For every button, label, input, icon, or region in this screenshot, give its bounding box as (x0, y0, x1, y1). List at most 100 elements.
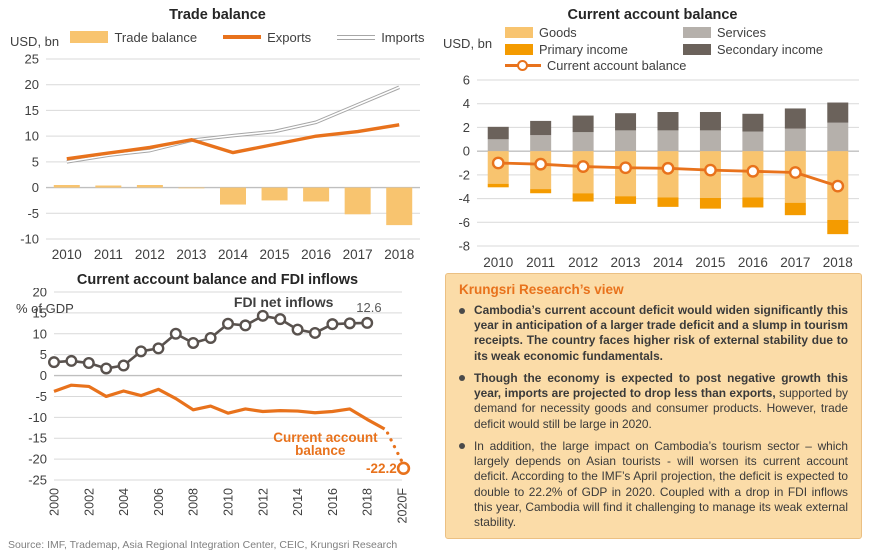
svg-text:20: 20 (25, 77, 39, 92)
imports-line-swatch-icon (337, 34, 376, 40)
svg-text:2014: 2014 (291, 488, 305, 516)
svg-text:Current account: Current account (273, 430, 378, 445)
svg-text:-20: -20 (28, 452, 47, 467)
cab-line-swatch-icon (505, 60, 541, 72)
legend-label: Imports (381, 29, 425, 45)
svg-text:0: 0 (32, 180, 39, 195)
svg-text:-10: -10 (28, 410, 47, 425)
primary-income-swatch-icon (505, 43, 533, 55)
trade-balance-plot: -10 -5 0 5 10 15 20 25 2010 2011 2012 2013 2014 2015 2… (20, 52, 420, 262)
legend-label: Goods (539, 25, 577, 40)
research-bullet: Though the economy is expected to post n… (459, 371, 848, 432)
svg-text:5: 5 (32, 154, 39, 169)
cab-fdi-unit-label: % of GDP (16, 301, 74, 316)
svg-text:20: 20 (33, 288, 47, 300)
svg-text:FDI net inflows: FDI net inflows (234, 294, 334, 310)
bullet-dot-icon (459, 375, 465, 382)
svg-text:-5: -5 (35, 389, 47, 404)
svg-text:-6: -6 (458, 214, 470, 229)
svg-text:10: 10 (25, 129, 39, 144)
svg-text:2000: 2000 (48, 488, 62, 516)
trade-balance-legend: Trade balance Exports Imports (60, 27, 435, 47)
svg-text:2010: 2010 (52, 247, 82, 262)
legend-label: Exports (267, 29, 312, 45)
svg-text:-8: -8 (458, 238, 470, 253)
svg-text:-22.2: -22.2 (366, 461, 397, 476)
svg-text:2012: 2012 (135, 247, 165, 262)
svg-text:5: 5 (40, 347, 47, 362)
legend-label: Services (717, 25, 767, 40)
bottom-row: Current account balance and FDI inflows … (0, 265, 870, 557)
svg-text:-25: -25 (28, 473, 47, 488)
svg-text:2018: 2018 (823, 255, 853, 270)
svg-text:2016: 2016 (738, 255, 768, 270)
legend-label: Primary income (539, 41, 628, 57)
svg-text:2010: 2010 (483, 255, 513, 270)
legend-item-trade-balance: Trade balance (70, 30, 197, 45)
legend-item-current-account-balance: Current account balance (505, 58, 870, 74)
svg-text:15: 15 (25, 103, 39, 118)
svg-text:-15: -15 (28, 431, 47, 446)
svg-text:2013: 2013 (176, 247, 206, 262)
svg-text:2014: 2014 (218, 247, 249, 262)
trade-balance-unit-label: USD, bn (10, 34, 60, 49)
svg-text:2017: 2017 (780, 255, 810, 270)
legend-item-goods: Goods (505, 25, 683, 41)
svg-text:2015: 2015 (695, 255, 725, 270)
exports-line-swatch-icon (223, 35, 262, 39)
current-account-chart: Current account balance USD, bn Goods Se… (435, 0, 870, 270)
svg-text:15: 15 (33, 305, 47, 320)
legend-item-exports: Exports (223, 30, 311, 45)
cab-fdi-plot: -25 -20 -15 -10 -5 0 5 10 15 20 2000 2002 2004 2006 20… (28, 288, 411, 524)
svg-text:balance: balance (295, 443, 346, 458)
research-view-panel: Krungsri Research’s view Cambodia’s curr… (445, 273, 862, 539)
svg-text:2016: 2016 (326, 488, 340, 516)
svg-text:25: 25 (25, 52, 39, 67)
svg-text:2018: 2018 (384, 247, 414, 262)
legend-item-secondary-income: Secondary income (683, 42, 870, 58)
bullet-text: In addition, the large impact on Cambodi… (474, 438, 848, 530)
cab-fdi-title: Current account balance and FDI inflows (76, 272, 359, 288)
trade-balance-chart: Trade balance USD, bn Trade balance Expo… (0, 0, 435, 265)
secondary-income-swatch-icon (683, 43, 711, 55)
svg-text:-5: -5 (27, 206, 39, 221)
legend-item-imports: Imports (337, 29, 425, 45)
legend-label: Current account balance (547, 58, 687, 73)
cab-fdi-chart: Current account balance and FDI inflows … (0, 272, 435, 538)
svg-text:-4: -4 (458, 191, 470, 206)
svg-text:2017: 2017 (343, 247, 373, 262)
svg-text:2006: 2006 (152, 488, 166, 516)
research-bullet-list: Cambodia’s current account deficit would… (459, 303, 848, 530)
research-bullet: In addition, the large impact on Cambodi… (459, 439, 848, 530)
svg-text:2014: 2014 (653, 255, 684, 270)
svg-text:-10: -10 (20, 232, 39, 247)
legend-item-primary-income: Primary income (505, 42, 683, 58)
svg-text:2: 2 (463, 119, 470, 134)
svg-text:2011: 2011 (94, 247, 123, 262)
svg-text:2002: 2002 (82, 488, 96, 516)
source-note: Source: IMF, Trademap, Asia Regional Int… (8, 539, 398, 551)
current-account-title: Current account balance (567, 7, 738, 23)
legend-label: Secondary income (717, 41, 823, 57)
goods-swatch-icon (505, 27, 533, 39)
services-swatch-icon (683, 27, 711, 39)
svg-text:2020F: 2020F (396, 488, 410, 524)
svg-text:2012: 2012 (256, 488, 270, 516)
svg-text:4: 4 (463, 96, 470, 111)
svg-text:2012: 2012 (568, 255, 598, 270)
svg-text:2011: 2011 (526, 255, 555, 270)
svg-text:2013: 2013 (611, 255, 641, 270)
current-account-legend: Goods Services Primary income Secondary … (505, 25, 870, 74)
trade-balance-bar-swatch-icon (70, 31, 109, 43)
svg-text:0: 0 (40, 368, 47, 383)
svg-text:2018: 2018 (361, 488, 375, 516)
bullet-dot-icon (459, 307, 465, 314)
legend-label: Trade balance (114, 29, 198, 45)
research-bullet: Cambodia’s current account deficit would… (459, 303, 848, 364)
cab-fdi-column: Current account balance and FDI inflows … (0, 265, 435, 557)
svg-text:2015: 2015 (260, 247, 290, 262)
svg-text:6: 6 (463, 74, 470, 88)
bullet-text: Though the economy is expected to post n… (474, 370, 848, 431)
legend-item-services: Services (683, 25, 870, 41)
